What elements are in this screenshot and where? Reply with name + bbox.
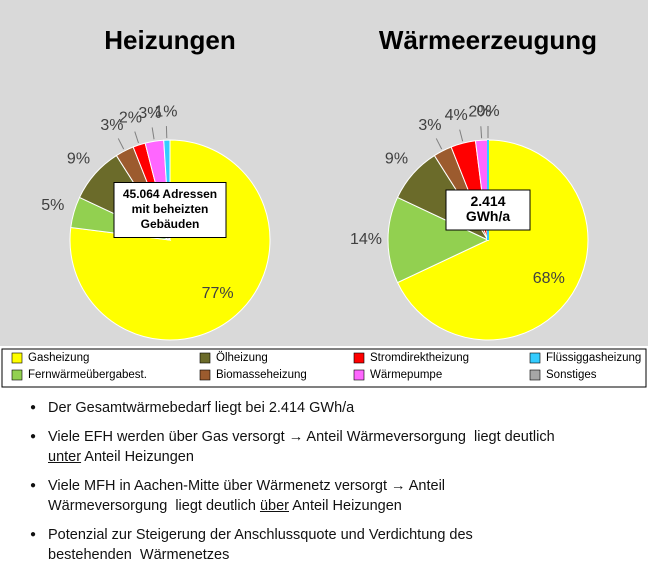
data-label: 3% xyxy=(100,117,123,134)
data-label: 68% xyxy=(533,270,565,287)
legend-swatch xyxy=(199,352,211,364)
bullet-list: ● Der Gesamtwärmebedarf liegt bei 2.414 G… xyxy=(18,398,643,574)
bullet-line: Viele MFH in Aachen-Mitte über Wärmenetz… xyxy=(48,476,445,496)
leader-line xyxy=(459,129,464,142)
chart-title: Wärmeerzeugung xyxy=(379,25,597,55)
legend-label: Sonstiges xyxy=(546,369,597,381)
bullet-line: Potenzial zur Steigerung der Anschlussqu… xyxy=(48,525,473,545)
text-segment: Viele MFH in Aachen-Mitte über Wärmenetz… xyxy=(48,478,446,494)
center-box-text: Gebäuden xyxy=(141,217,200,231)
text-segment: Potenzial zur Steigerung der Anschlussqu… xyxy=(48,527,473,543)
data-label: 3% xyxy=(418,117,441,134)
leader-line xyxy=(151,127,155,140)
bullet-line: unter Anteil Heizungen xyxy=(48,447,555,467)
bullet-text: Viele EFH werden über Gas versorgt → Ant… xyxy=(48,427,555,467)
bullet-text: Viele MFH in Aachen-Mitte über Wärmenetz… xyxy=(48,476,445,516)
legend-label: Biomasseheizung xyxy=(216,369,307,381)
data-label: 9% xyxy=(67,151,90,168)
leader-line xyxy=(435,138,443,150)
legend-swatch xyxy=(353,352,365,364)
legend-label: Stromdirektheizung xyxy=(370,352,469,364)
data-label: 1% xyxy=(154,103,177,120)
bullet: ● Viele MFH in Aachen-Mitte über Wärmenet… xyxy=(18,476,643,516)
leader-line xyxy=(480,126,483,139)
legend-label: Wärmepumpe xyxy=(370,369,442,381)
legend-swatch xyxy=(199,369,211,381)
bullet-dot: ● xyxy=(30,480,37,491)
text-segment: unter xyxy=(48,449,82,465)
data-label: 2% xyxy=(468,103,491,120)
chart-title: Heizungen xyxy=(104,25,235,55)
legend-swatch xyxy=(11,369,23,381)
bullet: ● Viele EFH werden über Gas versorgt → An… xyxy=(18,427,643,467)
text-segment: Anteil Heizungen xyxy=(81,449,194,465)
leader-line xyxy=(117,138,125,150)
data-label: 77% xyxy=(202,285,234,302)
center-box-text: 2.414 xyxy=(470,193,505,209)
bullet-dot: ● xyxy=(30,431,37,442)
data-label: 0% xyxy=(476,103,499,120)
data-label: 3% xyxy=(138,105,161,122)
legend-swatch xyxy=(529,352,541,364)
legend-label: Flüssiggasheizung xyxy=(546,352,641,364)
bullet: ● Der Gesamtwärmebedarf liegt bei 2.414 G… xyxy=(18,398,643,418)
leader-line xyxy=(134,131,139,144)
bullet-line: bestehenden Wärmenetzes xyxy=(48,545,473,565)
bullet-text: Potenzial zur Steigerung der Anschlussqu… xyxy=(48,525,473,565)
data-label: 5% xyxy=(41,197,64,214)
text-segment: Der Gesamtwärmebedarf liegt bei 2.414 GW… xyxy=(48,400,355,416)
bullet-dot: ● xyxy=(30,402,37,413)
text-segment: Anteil Heizungen xyxy=(289,498,402,514)
pie-slice xyxy=(396,139,589,341)
legend-swatch xyxy=(11,352,23,364)
data-label: 14% xyxy=(350,231,382,248)
bullet: ● Potenzial zur Steigerung der Anschlussq… xyxy=(18,525,643,565)
pie-slice xyxy=(387,196,490,284)
legend-swatch xyxy=(353,369,365,381)
center-box-text: GWh/a xyxy=(466,208,511,224)
data-label: 2% xyxy=(119,109,142,126)
bullet-dot: ● xyxy=(30,529,37,540)
bullet-line: Der Gesamtwärmebedarf liegt bei 2.414 GW… xyxy=(48,398,354,418)
bullet-line: Wärmeversorgung liegt deutlich über Ante… xyxy=(48,496,445,516)
center-box xyxy=(445,189,531,231)
center-box-text: mit beheizten xyxy=(132,202,209,216)
legend-label: Fernwärmeübergabest. xyxy=(28,369,147,381)
center-box-text: 45.064 Adressen xyxy=(123,187,217,201)
bullet-text: Der Gesamtwärmebedarf liegt bei 2.414 GW… xyxy=(48,398,354,418)
legend-swatch xyxy=(529,369,541,381)
legend-label: Gasheizung xyxy=(28,352,89,364)
data-label: 4% xyxy=(445,107,468,124)
legend-label: Ölheizung xyxy=(216,352,268,364)
data-label: 9% xyxy=(385,151,408,168)
text-segment: Viele EFH werden über Gas versorgt → Ant… xyxy=(48,429,555,445)
text-segment: Wärmeversorgung liegt deutlich xyxy=(48,498,260,514)
center-box xyxy=(113,182,227,238)
text-segment: bestehenden Wärmenetzes xyxy=(48,547,230,563)
text-segment: über xyxy=(259,498,289,514)
bullet-line: Viele EFH werden über Gas versorgt → Ant… xyxy=(48,427,555,447)
